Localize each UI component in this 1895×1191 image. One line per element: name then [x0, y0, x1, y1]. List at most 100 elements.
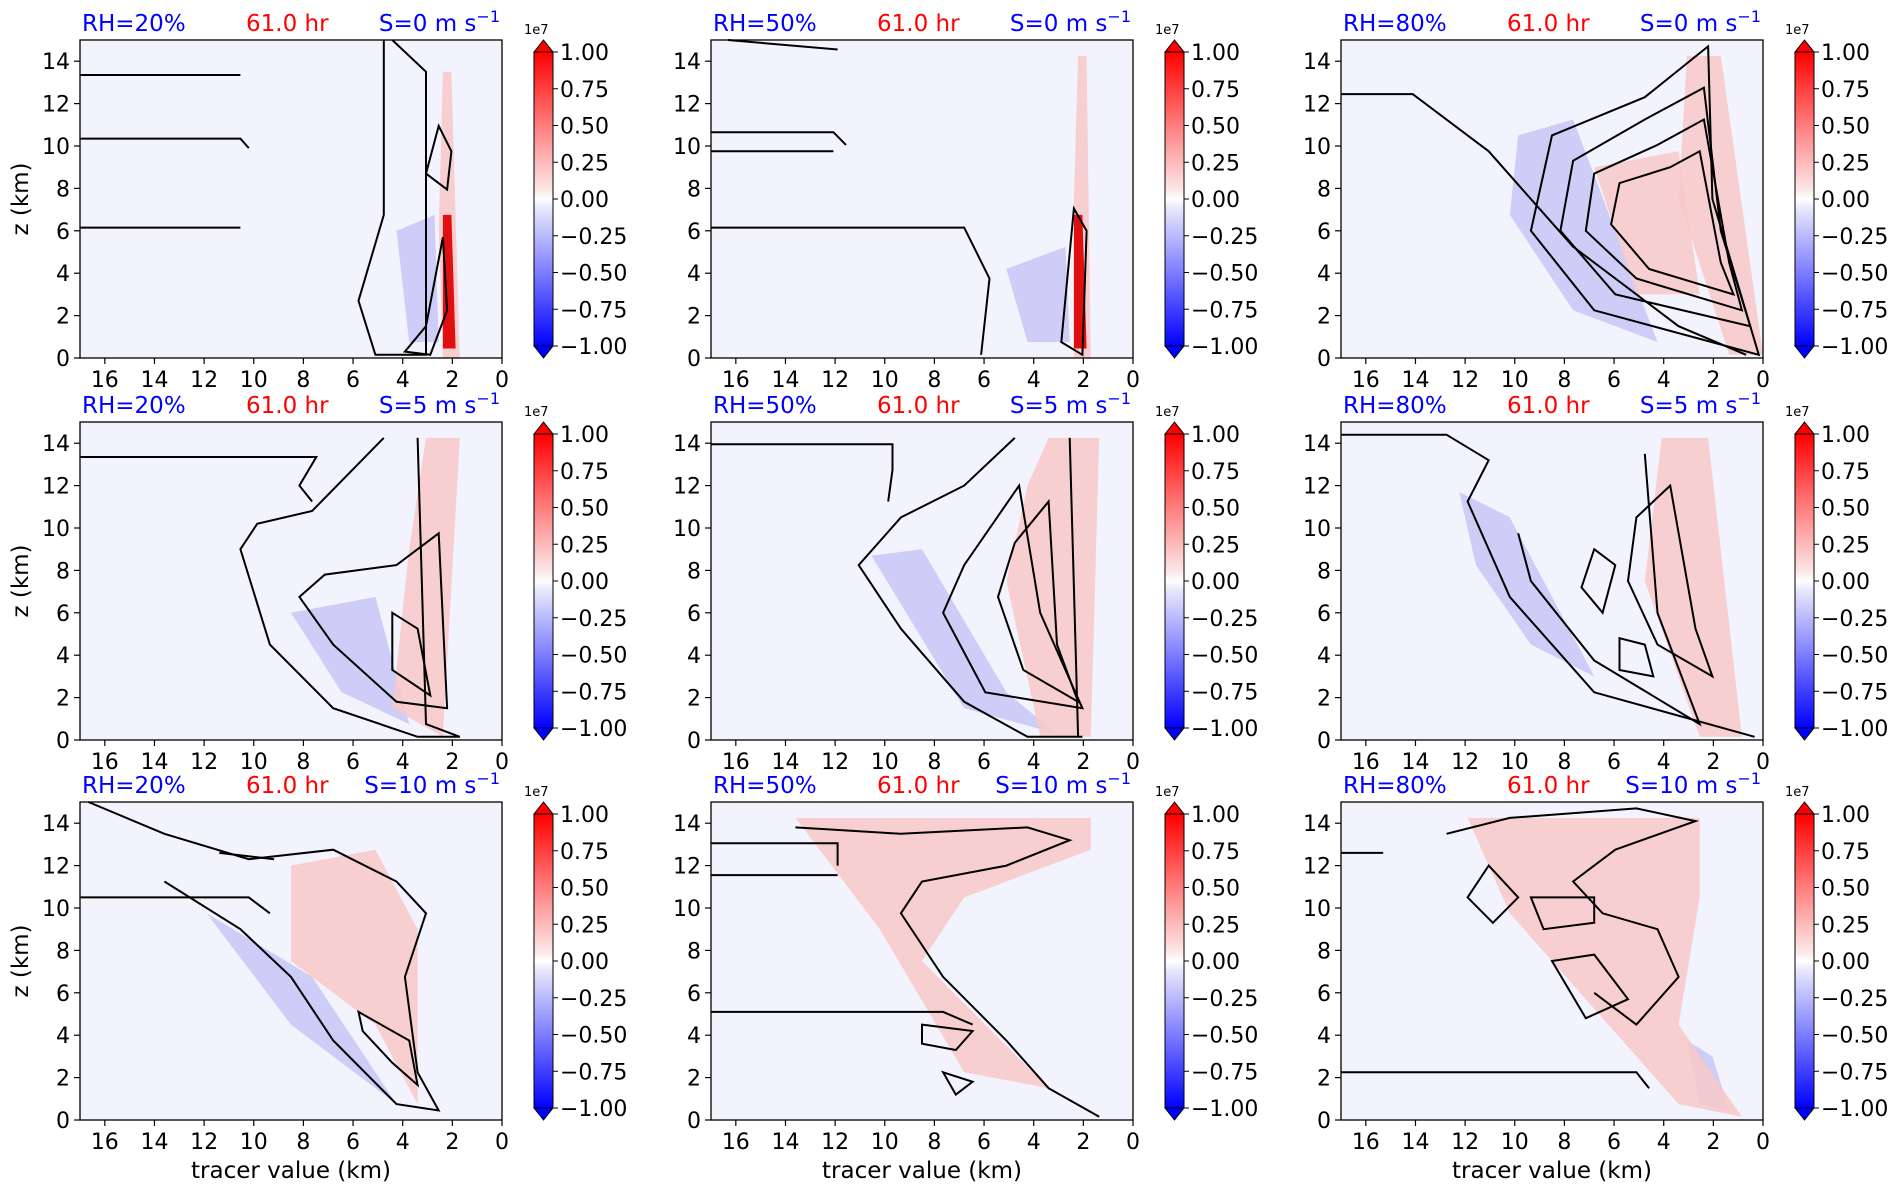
y-tick-label: 0 — [56, 1109, 70, 1134]
x-tick-label: 6 — [977, 750, 991, 775]
shear-value: S=0 m s — [1010, 11, 1108, 37]
colorbar-tick-label: 1.00 — [1191, 803, 1240, 828]
y-tick-label: 6 — [687, 982, 701, 1007]
x-tick-label: 0 — [1756, 750, 1770, 775]
x-tick-label: 2 — [445, 1130, 459, 1155]
colorbar-tick-label: 0.25 — [560, 151, 609, 176]
time-label: 61.0 hr — [877, 393, 960, 419]
negative-shading — [1006, 246, 1070, 343]
colorbar-tick-label: 1.00 — [1191, 41, 1240, 66]
x-tick-label: 10 — [1501, 368, 1529, 393]
contour-loop — [941, 482, 1085, 710]
shear-label: S=10 m s−1 — [995, 769, 1131, 799]
contour-line — [1341, 433, 1755, 738]
colorbar-exponent: 1e7 — [524, 405, 549, 420]
y-tick-label: 10 — [673, 135, 701, 160]
y-tick-label: 0 — [687, 347, 701, 372]
colorbar-extend-min — [532, 1107, 555, 1121]
x-tick-label: 6 — [977, 1130, 991, 1155]
y-tick-label: 2 — [56, 1067, 70, 1092]
x-tick-label: 16 — [1352, 1130, 1380, 1155]
y-tick-label: 10 — [1303, 517, 1331, 542]
contour-loop — [1584, 117, 1744, 312]
y-tick-label: 12 — [673, 855, 701, 880]
y-tick-label: 8 — [1317, 177, 1331, 202]
subplot-7: 16 14 12 10 8 6 4 2 0 0 2 4 6 8 10 12 14 z (km) tracer val… — [8, 769, 627, 1184]
x-tick-label: 0 — [495, 368, 509, 393]
x-tick-label: 6 — [1607, 750, 1621, 775]
x-tick-label: 10 — [240, 1130, 268, 1155]
colorbar-tick-label: −0.50 — [560, 1024, 627, 1049]
y-tick-label: 4 — [56, 644, 70, 669]
x-tick-label: 4 — [1027, 750, 1041, 775]
colorbar-extend-max — [1163, 421, 1186, 435]
shear-value: S=10 m s — [1625, 773, 1737, 799]
y-tick-label: 6 — [687, 602, 701, 627]
colorbar-tick-label: −0.25 — [1821, 607, 1888, 632]
time-label: 61.0 hr — [246, 11, 329, 37]
y-tick-label: 2 — [687, 305, 701, 330]
colorbar-tick-label: −0.75 — [1821, 298, 1888, 323]
negative-shading — [1459, 492, 1595, 677]
y-tick-label: 4 — [1317, 644, 1331, 669]
y-tick-label: 14 — [42, 432, 70, 457]
y-tick-label: 2 — [1317, 1067, 1331, 1092]
shear-value: S=10 m s — [364, 773, 476, 799]
y-tick-label: 14 — [1303, 50, 1331, 75]
colorbar: 1e7 1.00 0.75 0.50 0.25 0.00 −0.25 −0.50 −0.75 −1… — [524, 23, 627, 360]
colorbar-tick-label: 0.00 — [560, 570, 609, 595]
contour-line — [357, 39, 427, 356]
x-tick-label: 6 — [977, 368, 991, 393]
time-label: 61.0 hr — [877, 773, 960, 799]
x-tick-label: 14 — [1401, 750, 1429, 775]
x-tick-label: 16 — [91, 750, 119, 775]
contour-line — [711, 842, 839, 866]
y-tick-label: 4 — [687, 262, 701, 287]
shear-exponent: −1 — [476, 7, 500, 26]
contour-loop — [1580, 547, 1617, 615]
y-tick-label: 6 — [1317, 602, 1331, 627]
y-tick-label: 4 — [1317, 262, 1331, 287]
y-tick-label: 12 — [673, 475, 701, 500]
x-tick-label: 8 — [296, 1130, 310, 1155]
x-axis-label: tracer value (km) — [1452, 1158, 1652, 1184]
y-tick-label: 12 — [1303, 93, 1331, 118]
colorbar-tick-label: 0.75 — [1191, 840, 1240, 865]
contour-line — [711, 1010, 973, 1026]
x-axis-label: tracer value (km) — [191, 1158, 391, 1184]
y-tick-label: 14 — [42, 812, 70, 837]
colorbar-bar — [1794, 433, 1815, 729]
x-tick-label: 12 — [190, 750, 218, 775]
y-tick-label: 0 — [56, 729, 70, 754]
x-tick-label: 6 — [346, 368, 360, 393]
y-tick-label: 10 — [1303, 897, 1331, 922]
rh-label: RH=80% — [1343, 773, 1447, 799]
x-tick-label: 10 — [1501, 1130, 1529, 1155]
colorbar-tick-label: −0.25 — [560, 225, 627, 250]
x-tick-label: 2 — [445, 368, 459, 393]
colorbar-tick-label: 1.00 — [560, 423, 609, 448]
colorbar-extend-min — [1793, 727, 1816, 741]
colorbar-tick-label: 0.50 — [1191, 115, 1240, 140]
colorbar-tick-label: 0.00 — [560, 188, 609, 213]
y-tick-label: 12 — [42, 93, 70, 118]
rh-label: RH=20% — [82, 11, 186, 37]
rh-label: RH=50% — [713, 393, 817, 419]
contour-loop — [1618, 636, 1655, 678]
time-label: 61.0 hr — [1507, 773, 1590, 799]
x-tick-label: 8 — [296, 750, 310, 775]
x-tick-label: 2 — [1076, 368, 1090, 393]
x-tick-label: 12 — [190, 368, 218, 393]
shear-label: S=10 m s−1 — [1625, 769, 1761, 799]
y-tick-label: 10 — [42, 897, 70, 922]
x-tick-label: 12 — [190, 1130, 218, 1155]
y-tick-label: 6 — [1317, 220, 1331, 245]
y-tick-label: 12 — [673, 93, 701, 118]
y-tick-label: 14 — [673, 50, 701, 75]
colorbar-tick-label: −0.75 — [560, 680, 627, 705]
contour-line — [80, 896, 271, 915]
axes-frame — [710, 421, 1134, 741]
x-tick-label: 2 — [1076, 750, 1090, 775]
x-tick-label: 2 — [1706, 368, 1720, 393]
